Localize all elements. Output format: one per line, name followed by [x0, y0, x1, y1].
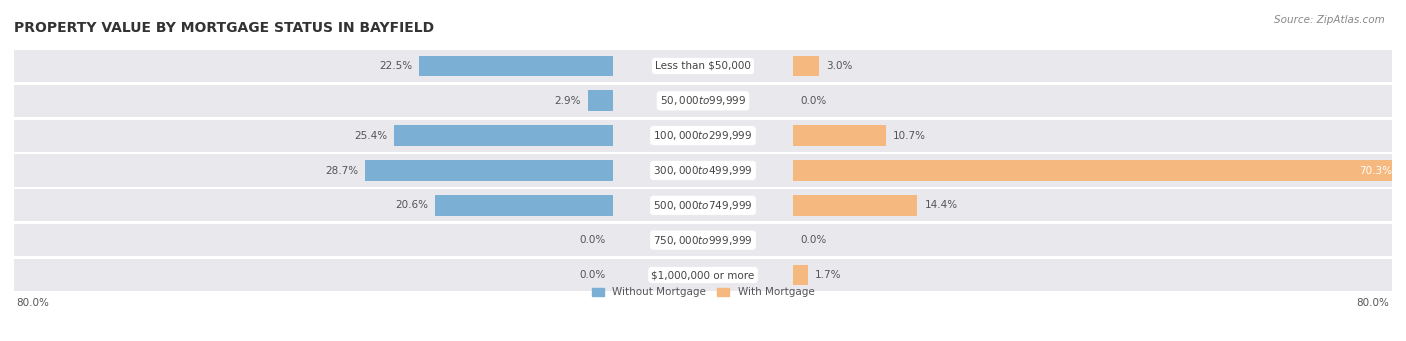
Text: 0.0%: 0.0% — [579, 270, 606, 280]
Text: Source: ZipAtlas.com: Source: ZipAtlas.com — [1274, 15, 1385, 25]
Text: $1,000,000 or more: $1,000,000 or more — [651, 270, 755, 280]
Text: PROPERTY VALUE BY MORTGAGE STATUS IN BAYFIELD: PROPERTY VALUE BY MORTGAGE STATUS IN BAY… — [14, 21, 434, 35]
Bar — [14, 50, 1392, 82]
Text: 1.7%: 1.7% — [815, 270, 841, 280]
Text: $750,000 to $999,999: $750,000 to $999,999 — [654, 234, 752, 247]
Text: 14.4%: 14.4% — [924, 200, 957, 210]
Text: 20.6%: 20.6% — [395, 200, 429, 210]
Text: $500,000 to $749,999: $500,000 to $749,999 — [654, 199, 752, 212]
Text: 0.0%: 0.0% — [800, 235, 827, 245]
Bar — [793, 195, 918, 216]
Text: 2.9%: 2.9% — [554, 96, 581, 106]
Text: 0.0%: 0.0% — [800, 96, 827, 106]
Bar — [14, 224, 1392, 256]
Bar — [14, 154, 1392, 187]
Bar — [14, 85, 1392, 117]
Text: 80.0%: 80.0% — [1357, 298, 1389, 308]
Text: $100,000 to $299,999: $100,000 to $299,999 — [654, 129, 752, 142]
Bar — [14, 120, 1392, 152]
Bar — [366, 160, 613, 181]
Text: $50,000 to $99,999: $50,000 to $99,999 — [659, 94, 747, 107]
Text: 70.3%: 70.3% — [1360, 165, 1392, 176]
Bar — [394, 125, 613, 146]
Text: 0.0%: 0.0% — [579, 235, 606, 245]
Bar — [793, 56, 820, 76]
Text: 3.0%: 3.0% — [827, 61, 852, 71]
Text: 80.0%: 80.0% — [17, 298, 49, 308]
Text: $300,000 to $499,999: $300,000 to $499,999 — [654, 164, 752, 177]
Bar — [14, 259, 1392, 291]
Text: 25.4%: 25.4% — [354, 131, 387, 141]
Legend: Without Mortgage, With Mortgage: Without Mortgage, With Mortgage — [592, 287, 814, 297]
Bar — [793, 265, 808, 285]
Text: 28.7%: 28.7% — [325, 165, 359, 176]
Bar — [14, 189, 1392, 221]
Text: 22.5%: 22.5% — [378, 61, 412, 71]
Bar — [436, 195, 613, 216]
Bar — [419, 56, 613, 76]
Text: 10.7%: 10.7% — [893, 131, 925, 141]
Bar — [588, 90, 613, 111]
Text: Less than $50,000: Less than $50,000 — [655, 61, 751, 71]
Bar — [793, 125, 886, 146]
Bar — [793, 160, 1399, 181]
